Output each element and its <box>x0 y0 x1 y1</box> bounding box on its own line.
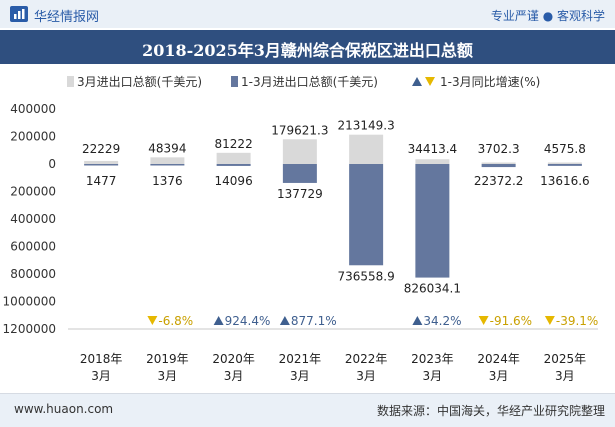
tagline: 专业严谨 ● 客观科学 <box>490 9 605 23</box>
bar-monthly <box>547 162 582 164</box>
x-tick-label: 3月 <box>356 369 376 383</box>
legend-item-growth: 1-3月同比增速(%) <box>412 73 540 90</box>
footer-bar <box>0 394 615 427</box>
x-tick-label: 2021年 <box>279 352 322 366</box>
legend-swatch-cumulative <box>231 76 238 87</box>
growth-down-arrow-icon <box>544 316 555 325</box>
legend-label-monthly: 3月进出口总额(千美元) <box>77 75 202 89</box>
growth-label: -39.1% <box>556 314 598 328</box>
bar-monthly <box>481 162 516 164</box>
data-label-monthly: 213149.3 <box>337 119 394 133</box>
data-label-cumulative: 14096 <box>215 174 253 188</box>
bar-cumulative <box>415 164 450 278</box>
data-label-monthly: 22229 <box>82 142 120 156</box>
bar-monthly <box>84 160 119 164</box>
x-tick-label: 2023年 <box>411 352 454 366</box>
legend-arrows-icon <box>412 77 435 86</box>
footer-source: 数据来源：中国海关，华经产业研究院整理 <box>376 404 605 418</box>
bar-monthly <box>282 139 317 164</box>
legend-label-growth: 1-3月同比增速(%) <box>440 75 541 89</box>
data-label-monthly: 34413.4 <box>408 142 458 156</box>
data-label-cumulative: 1477 <box>86 174 117 188</box>
y-tick-label: 1000000 <box>3 295 56 309</box>
growth-label: 877.1% <box>291 314 337 328</box>
growth-up-arrow-icon <box>412 316 423 325</box>
x-tick-label: 3月 <box>158 369 178 383</box>
bar-monthly <box>150 157 185 164</box>
bar-cumulative <box>481 164 516 168</box>
growth-down-arrow-icon <box>147 316 158 325</box>
data-label-monthly: 179621.3 <box>271 123 328 137</box>
data-label-monthly: 48394 <box>148 141 186 155</box>
y-tick-label: 0 <box>48 157 56 171</box>
data-label-monthly: 81222 <box>215 137 253 151</box>
chart-title: 2018-2025年3月赣州综合保税区进出口总额 <box>142 41 473 60</box>
y-tick-label: 600000 <box>10 240 56 254</box>
footer-divider <box>0 393 615 394</box>
x-tick-label: 3月 <box>555 369 575 383</box>
legend-swatch-monthly <box>67 76 74 87</box>
growth-down-arrow-icon <box>478 316 489 325</box>
legend-label-cumulative: 1-3月进出口总额(千美元) <box>241 75 378 89</box>
x-tick-label: 3月 <box>489 369 509 383</box>
x-tick-label: 3月 <box>423 369 443 383</box>
bar-monthly <box>415 159 450 164</box>
data-label-cumulative: 1376 <box>152 174 183 188</box>
brand-logo-icon <box>10 6 28 22</box>
growth-up-arrow-icon <box>213 316 224 325</box>
data-label-cumulative: 736558.9 <box>337 269 394 283</box>
x-tick-label: 3月 <box>290 369 310 383</box>
growth-label: 924.4% <box>225 314 271 328</box>
growth-label: -6.8% <box>158 314 193 328</box>
growth-label: 34.2% <box>423 314 461 328</box>
data-label-cumulative: 22372.2 <box>474 174 524 188</box>
footer-site: www.huaon.com <box>14 402 114 416</box>
y-tick-label: 400000 <box>10 102 56 116</box>
growth-up-arrow-icon <box>279 316 290 325</box>
y-tick-label: 800000 <box>10 267 56 281</box>
x-tick-label: 3月 <box>91 369 111 383</box>
x-tick-label: 3月 <box>224 369 244 383</box>
data-label-cumulative: 13616.6 <box>540 174 590 188</box>
bar-cumulative <box>349 164 384 266</box>
x-tick-label: 2020年 <box>212 352 255 366</box>
x-tick-label: 2024年 <box>477 352 520 366</box>
top-bar <box>0 0 615 28</box>
data-label-monthly: 3702.3 <box>478 142 520 156</box>
bar-cumulative <box>150 164 185 166</box>
bar-monthly <box>216 152 251 164</box>
bar-cumulative <box>547 164 582 166</box>
y-tick-label: 200000 <box>10 185 56 199</box>
bar-cumulative <box>84 164 119 166</box>
bar-monthly <box>349 134 384 164</box>
bar-cumulative <box>216 164 251 166</box>
x-tick-label: 2022年 <box>345 352 388 366</box>
x-tick-label: 2025年 <box>544 352 587 366</box>
y-tick-label: 200000 <box>10 130 56 144</box>
legend-item-monthly: 3月进出口总额(千美元) <box>67 73 202 90</box>
x-tick-label: 2019年 <box>146 352 189 366</box>
y-tick-label: 1200000 <box>3 322 56 336</box>
data-label-cumulative: 826034.1 <box>404 282 461 296</box>
growth-label: -91.6% <box>490 314 532 328</box>
brand-name: 华经情报网 <box>34 10 100 25</box>
data-label-cumulative: 137729 <box>277 187 323 201</box>
bar-cumulative <box>282 164 317 183</box>
legend-item-cumulative: 1-3月进出口总额(千美元) <box>231 73 378 90</box>
x-tick-label: 2018年 <box>80 352 123 366</box>
data-label-monthly: 4575.8 <box>544 142 586 156</box>
y-tick-label: 400000 <box>10 212 56 226</box>
title-bar <box>0 30 615 64</box>
